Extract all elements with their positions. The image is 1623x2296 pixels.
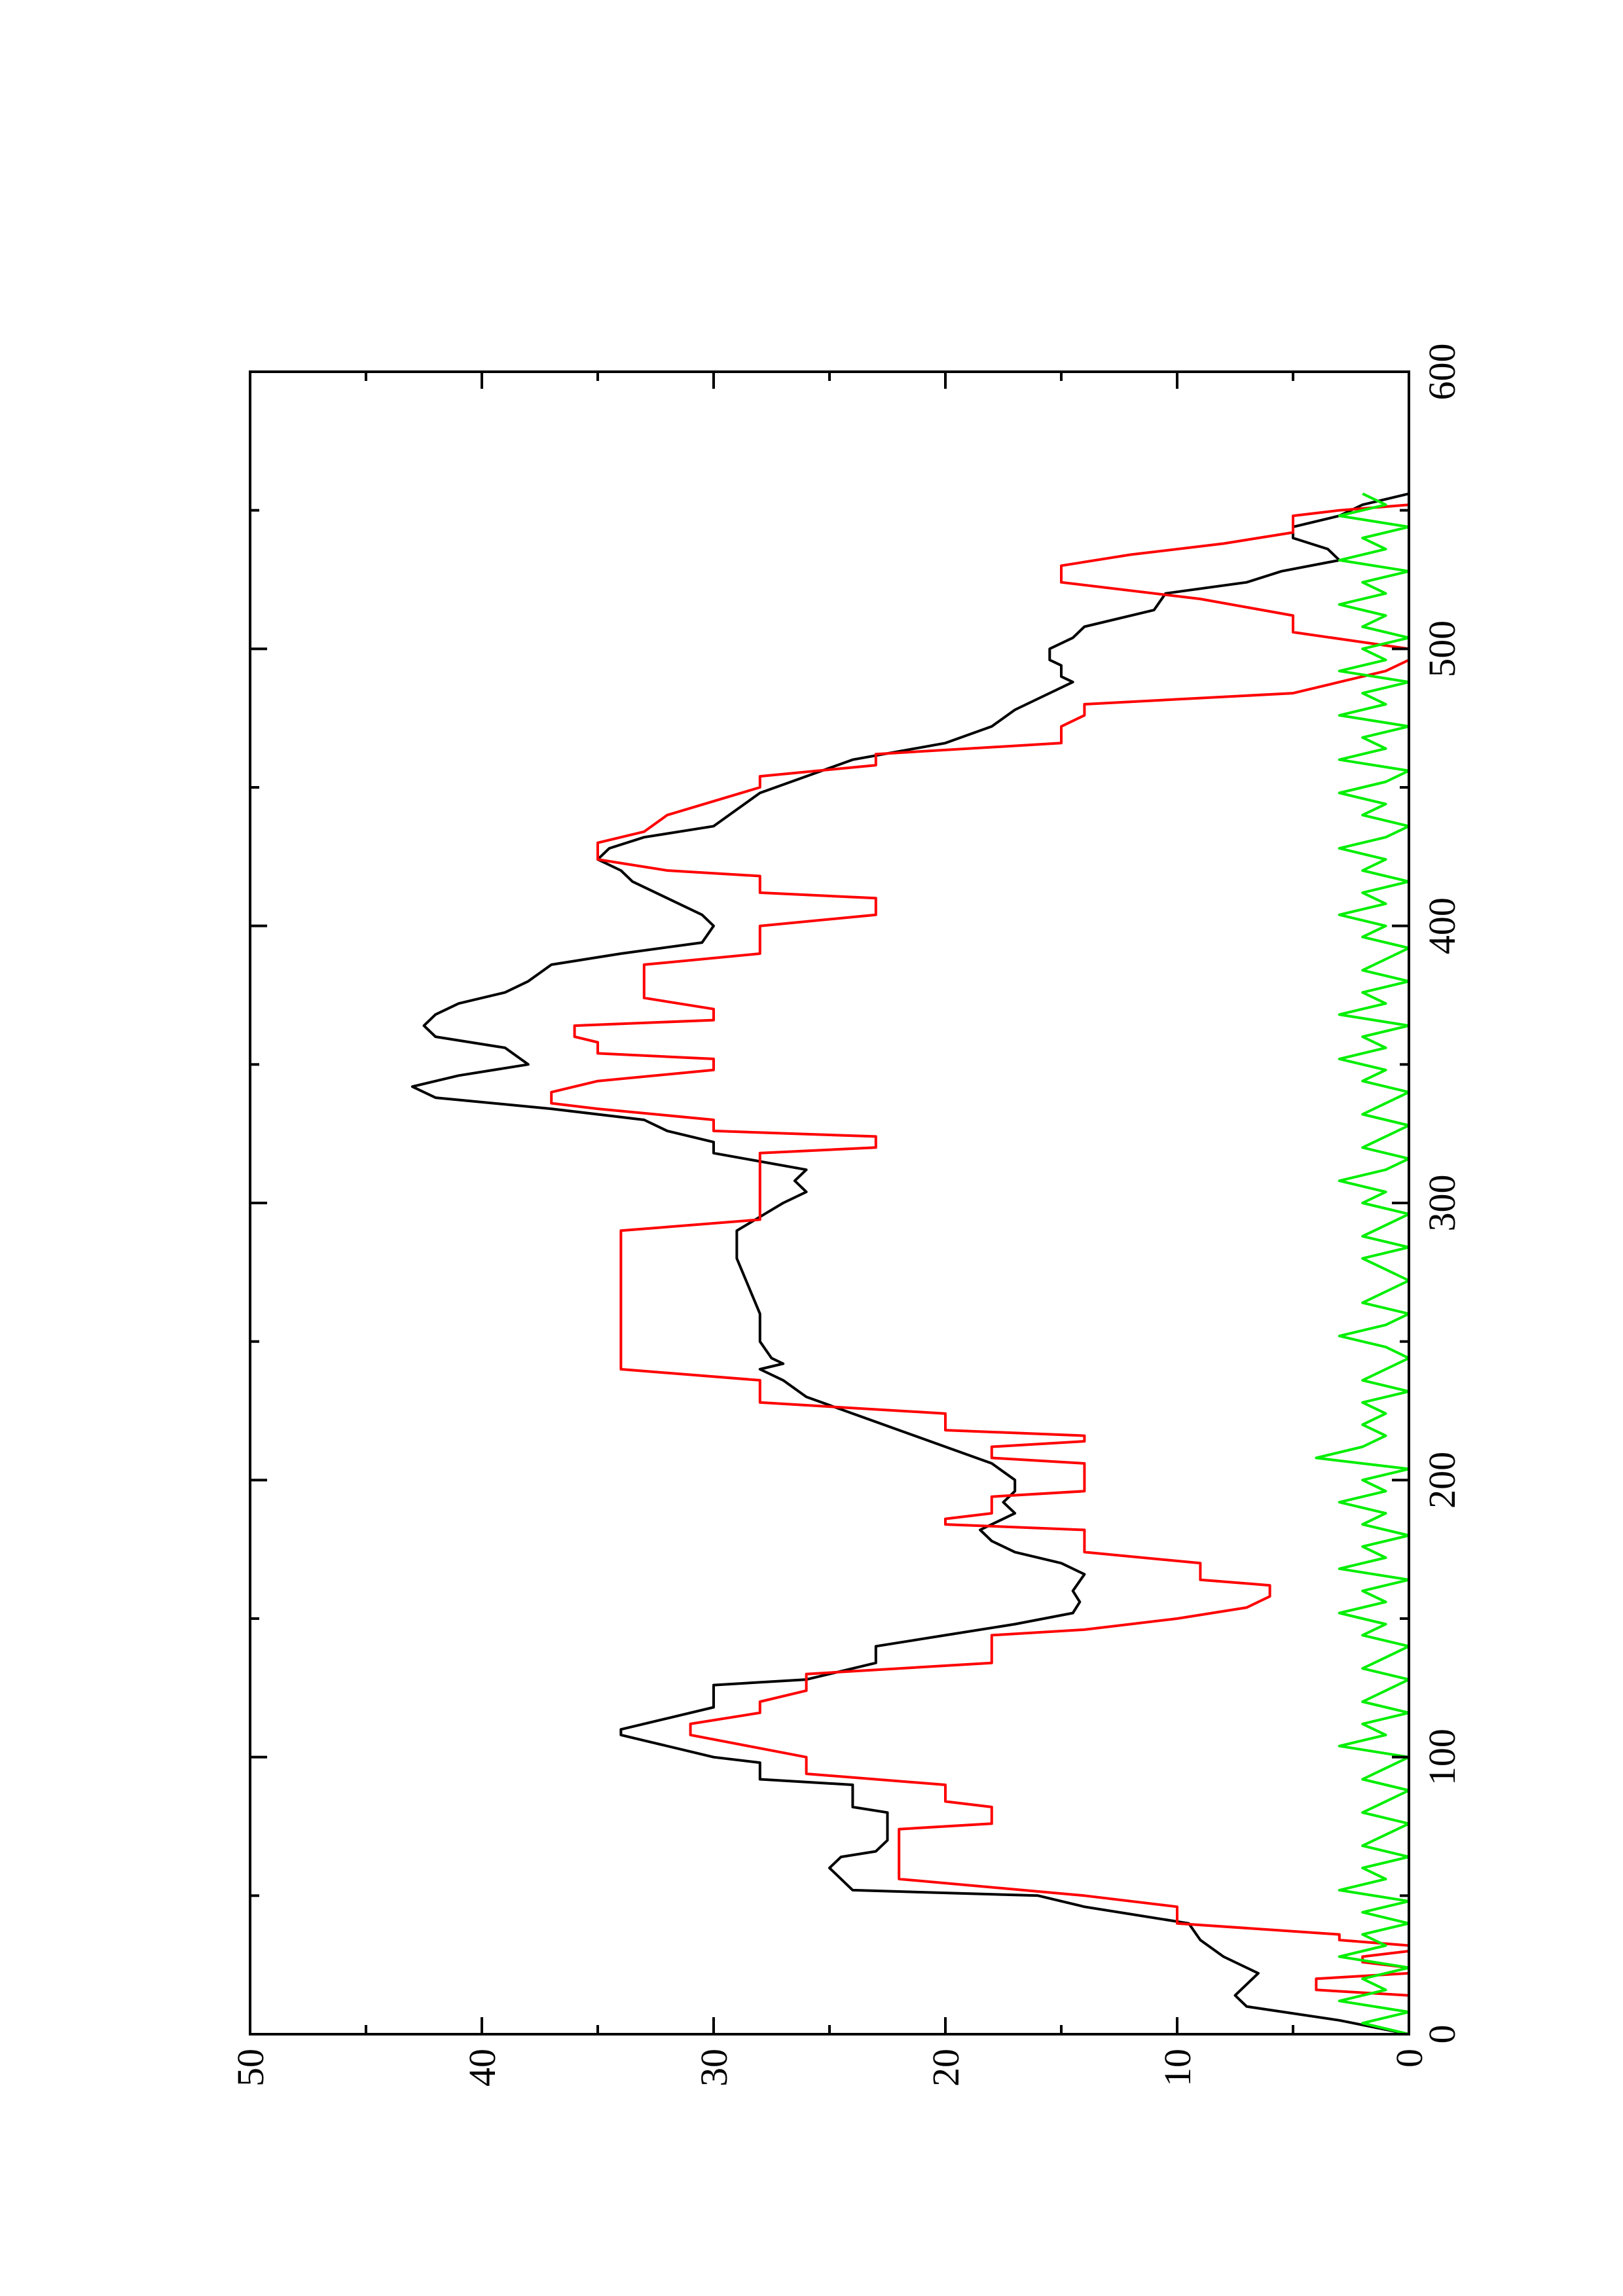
x-tick-label: 100 bbox=[1421, 1729, 1463, 1785]
series-line-1 bbox=[410, 492, 1410, 2036]
series-line-3 bbox=[1315, 492, 1410, 2036]
y-tick-label: 10 bbox=[1156, 2049, 1199, 2087]
rotated-plot-group: 0 100 200 300 400 500 600 0 10 20 30 40 50 bbox=[229, 344, 1463, 2087]
x-tick-label: 0 bbox=[1421, 2025, 1463, 2044]
y-tick-label: 0 bbox=[1388, 2049, 1431, 2068]
y-tick-label: 40 bbox=[461, 2049, 503, 2087]
x-tick-label: 400 bbox=[1421, 897, 1463, 954]
x-tick-label: 300 bbox=[1421, 1175, 1463, 1232]
x-tick-label: 600 bbox=[1421, 344, 1463, 401]
x-tick-label: 500 bbox=[1421, 620, 1463, 677]
series-line-2 bbox=[550, 493, 1410, 2034]
y-tick-label: 30 bbox=[693, 2049, 735, 2087]
tick-labels-layer: 0 100 200 300 400 500 600 0 10 20 30 40 50 bbox=[229, 344, 1463, 2087]
x-tick-label: 200 bbox=[1421, 1452, 1463, 1509]
y-tick-label: 50 bbox=[229, 2049, 272, 2087]
plot-frame bbox=[249, 370, 1410, 2036]
ticks-layer bbox=[249, 370, 1410, 2036]
series-layer bbox=[410, 492, 1410, 2036]
y-tick-label: 20 bbox=[924, 2049, 967, 2087]
